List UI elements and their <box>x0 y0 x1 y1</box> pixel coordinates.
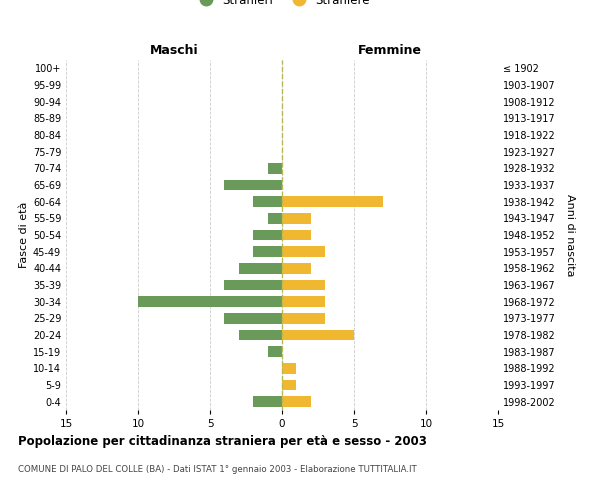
Bar <box>253 396 282 407</box>
Y-axis label: Anni di nascita: Anni di nascita <box>565 194 575 276</box>
Bar <box>282 280 325 290</box>
Bar <box>224 280 282 290</box>
Bar <box>282 380 296 390</box>
Text: COMUNE DI PALO DEL COLLE (BA) - Dati ISTAT 1° gennaio 2003 - Elaborazione TUTTIT: COMUNE DI PALO DEL COLLE (BA) - Dati IST… <box>18 465 417 474</box>
Bar <box>253 230 282 240</box>
Bar <box>282 196 383 207</box>
Bar <box>282 330 354 340</box>
Bar <box>282 246 325 257</box>
Bar <box>224 313 282 324</box>
Text: Maschi: Maschi <box>149 44 199 57</box>
Y-axis label: Fasce di età: Fasce di età <box>19 202 29 268</box>
Bar <box>282 396 311 407</box>
Bar <box>282 363 296 374</box>
Bar <box>282 213 311 224</box>
Bar <box>268 346 282 357</box>
Bar <box>282 296 325 307</box>
Legend: Stranieri, Straniere: Stranieri, Straniere <box>189 0 375 12</box>
Bar <box>282 230 311 240</box>
Text: Femmine: Femmine <box>358 44 422 57</box>
Bar <box>268 213 282 224</box>
Bar <box>239 330 282 340</box>
Bar <box>268 163 282 174</box>
Bar <box>282 313 325 324</box>
Bar <box>138 296 282 307</box>
Bar <box>253 246 282 257</box>
Bar <box>239 263 282 274</box>
Bar <box>253 196 282 207</box>
Bar <box>282 263 311 274</box>
Text: Popolazione per cittadinanza straniera per età e sesso - 2003: Popolazione per cittadinanza straniera p… <box>18 435 427 448</box>
Bar <box>224 180 282 190</box>
